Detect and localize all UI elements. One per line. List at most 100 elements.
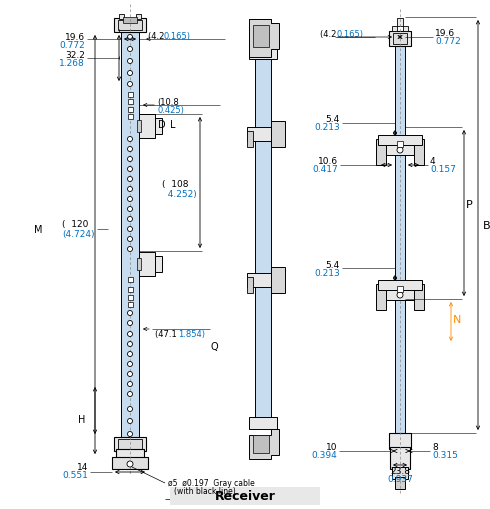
Bar bbox=[127, 295, 132, 300]
Bar bbox=[247, 132, 253, 148]
Circle shape bbox=[127, 311, 132, 316]
Text: 0.551: 0.551 bbox=[62, 471, 88, 479]
Bar bbox=[271, 122, 285, 148]
Circle shape bbox=[127, 60, 132, 64]
Bar bbox=[247, 273, 279, 288]
Text: (47.1: (47.1 bbox=[155, 330, 179, 339]
Bar bbox=[378, 280, 422, 291]
Bar bbox=[378, 291, 422, 300]
Circle shape bbox=[127, 167, 132, 172]
Text: 0.165): 0.165) bbox=[336, 30, 363, 38]
Polygon shape bbox=[249, 429, 279, 459]
Bar bbox=[390, 447, 410, 469]
Bar bbox=[255, 60, 271, 419]
Circle shape bbox=[127, 177, 132, 182]
Text: (4.724): (4.724) bbox=[62, 229, 95, 238]
Text: 0.213: 0.213 bbox=[314, 123, 340, 132]
Circle shape bbox=[127, 407, 132, 412]
Bar bbox=[139, 252, 155, 276]
Bar bbox=[253, 26, 269, 48]
Text: (4.2: (4.2 bbox=[320, 30, 339, 38]
Bar bbox=[127, 115, 132, 119]
Bar bbox=[395, 45, 405, 434]
Bar bbox=[114, 437, 146, 451]
Circle shape bbox=[127, 432, 132, 437]
Circle shape bbox=[127, 187, 132, 192]
Text: 0.165): 0.165) bbox=[163, 33, 190, 41]
Circle shape bbox=[127, 197, 132, 202]
Bar bbox=[139, 115, 155, 139]
Ellipse shape bbox=[122, 441, 138, 447]
Circle shape bbox=[127, 36, 132, 40]
Bar bbox=[137, 121, 141, 133]
Circle shape bbox=[127, 227, 132, 232]
Text: 8: 8 bbox=[432, 443, 438, 451]
Text: 0.772: 0.772 bbox=[59, 40, 85, 49]
Circle shape bbox=[127, 419, 132, 423]
Text: 19.6: 19.6 bbox=[65, 33, 85, 41]
Circle shape bbox=[127, 352, 132, 357]
Circle shape bbox=[127, 207, 132, 212]
Bar bbox=[414, 140, 424, 165]
Bar bbox=[137, 259, 141, 270]
Bar bbox=[392, 27, 397, 32]
Text: L: L bbox=[170, 120, 175, 130]
Bar bbox=[378, 146, 422, 156]
Text: 32.2: 32.2 bbox=[65, 50, 85, 60]
Bar bbox=[395, 477, 405, 489]
Circle shape bbox=[127, 321, 132, 326]
Text: D: D bbox=[158, 120, 166, 130]
Text: 0.213: 0.213 bbox=[314, 268, 340, 277]
Bar bbox=[397, 142, 403, 148]
Circle shape bbox=[127, 461, 133, 467]
Bar bbox=[118, 21, 142, 31]
Polygon shape bbox=[249, 20, 279, 58]
Text: 5.4: 5.4 bbox=[326, 115, 340, 124]
Bar bbox=[414, 285, 424, 310]
Text: 0.315: 0.315 bbox=[432, 450, 458, 460]
Ellipse shape bbox=[122, 22, 138, 30]
Text: M: M bbox=[34, 224, 42, 235]
Bar bbox=[127, 277, 132, 282]
Text: 4: 4 bbox=[430, 157, 436, 166]
Bar bbox=[121, 33, 139, 439]
Bar bbox=[127, 302, 132, 307]
Bar bbox=[155, 257, 162, 272]
Bar bbox=[118, 439, 142, 449]
Circle shape bbox=[127, 382, 132, 387]
Text: (  108: ( 108 bbox=[162, 180, 189, 189]
Circle shape bbox=[127, 82, 132, 88]
Text: B: B bbox=[483, 220, 490, 231]
Bar bbox=[376, 140, 386, 165]
Bar bbox=[123, 18, 137, 24]
Text: 0.772: 0.772 bbox=[435, 38, 461, 46]
Text: 10.6: 10.6 bbox=[318, 157, 338, 166]
Text: 0.157: 0.157 bbox=[430, 165, 456, 174]
Circle shape bbox=[127, 157, 132, 162]
Text: Receiver: Receiver bbox=[215, 490, 275, 502]
Circle shape bbox=[127, 47, 132, 52]
Circle shape bbox=[127, 362, 132, 367]
Bar bbox=[389, 433, 411, 449]
Bar bbox=[392, 467, 408, 479]
Bar bbox=[127, 99, 132, 104]
Bar bbox=[136, 15, 141, 20]
Bar bbox=[403, 27, 408, 32]
Text: 0.425): 0.425) bbox=[157, 105, 184, 115]
Text: 1.854): 1.854) bbox=[178, 330, 205, 339]
Circle shape bbox=[127, 342, 132, 347]
Circle shape bbox=[127, 217, 132, 222]
Bar bbox=[393, 34, 407, 45]
Text: (10.8: (10.8 bbox=[157, 97, 179, 106]
Text: 4.252): 4.252) bbox=[162, 190, 197, 199]
Bar bbox=[127, 107, 132, 112]
Bar bbox=[114, 19, 146, 33]
Bar bbox=[389, 32, 411, 47]
Bar bbox=[112, 457, 148, 469]
Circle shape bbox=[127, 237, 132, 242]
Text: 1.268: 1.268 bbox=[59, 59, 85, 67]
Text: P: P bbox=[466, 200, 473, 210]
Bar bbox=[271, 267, 285, 293]
Bar bbox=[155, 119, 162, 135]
Text: N: N bbox=[453, 315, 462, 324]
